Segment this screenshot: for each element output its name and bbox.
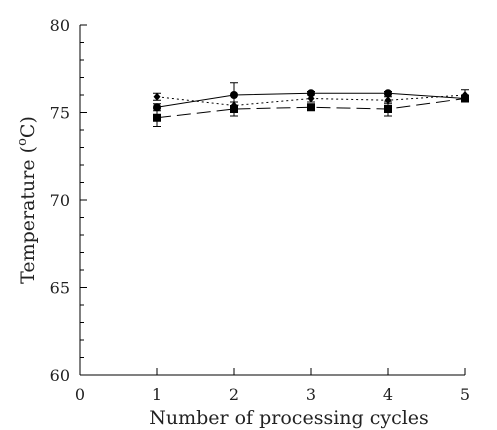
y-axis-title-sup: o xyxy=(15,138,30,146)
x-tick-label: 0 xyxy=(75,385,85,404)
series-line xyxy=(156,98,466,119)
series-line xyxy=(156,94,466,107)
y-tick-label: 65 xyxy=(50,279,70,298)
y-axis-title-tail: C) xyxy=(17,116,39,138)
data-point-circle xyxy=(384,89,392,98)
data-point-square xyxy=(307,103,315,112)
data-point-diamond xyxy=(461,91,469,99)
data-point-circle xyxy=(230,91,238,99)
axes-group xyxy=(79,25,465,376)
data-point-diamond xyxy=(153,92,161,101)
ticks-group: 60 65 70 75 80 0 1 2 3 4 5 xyxy=(50,16,470,404)
y-tick-label: 75 xyxy=(50,104,70,123)
series-3 xyxy=(153,89,469,110)
x-axis-title: Number of processing cycles xyxy=(149,407,429,429)
data-point-diamond xyxy=(230,101,238,110)
data-point-square xyxy=(384,105,392,113)
x-tick-label: 5 xyxy=(460,385,470,404)
x-tick-label: 3 xyxy=(306,385,316,404)
y-tick-label: 80 xyxy=(50,16,70,35)
x-tick-label: 2 xyxy=(229,385,239,404)
data-point-square xyxy=(153,113,161,122)
x-tick-label: 4 xyxy=(383,385,393,404)
data-point-diamond xyxy=(307,94,315,103)
data-point-diamond xyxy=(384,96,392,105)
x-tick-label: 1 xyxy=(152,385,162,404)
y-axis-title-base: Temperature ( xyxy=(17,146,39,284)
y-axis-title: Temperature (oC) xyxy=(15,116,39,284)
y-tick-label: 70 xyxy=(50,191,70,210)
series-group xyxy=(153,82,469,127)
y-tick-label: 60 xyxy=(50,366,70,385)
